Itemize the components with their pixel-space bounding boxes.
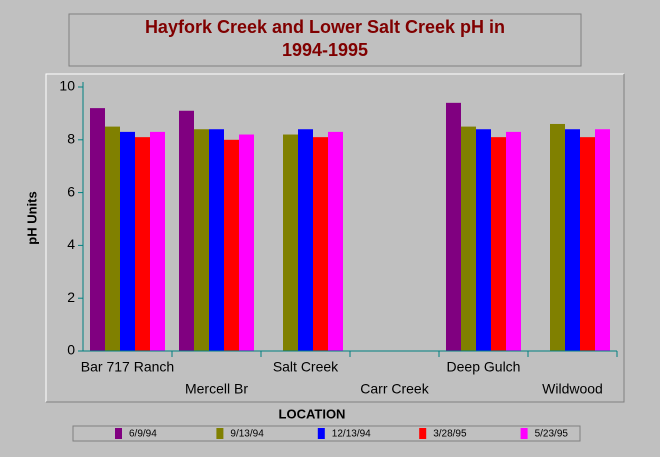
legend-swatch — [520, 428, 528, 439]
bar — [476, 129, 491, 351]
legend-label: 3/28/95 — [433, 429, 467, 440]
plot-frame — [46, 74, 625, 403]
y-tick-label: 2 — [67, 289, 75, 305]
bar — [461, 126, 476, 351]
bar — [150, 131, 165, 351]
bar — [506, 131, 521, 351]
bar — [239, 134, 254, 351]
legend-box — [72, 425, 581, 442]
bar — [209, 129, 224, 351]
x-tick-label: Carr Creek — [360, 381, 429, 397]
legend-label: 6/9/94 — [129, 429, 157, 440]
bar — [283, 134, 298, 351]
x-axis-label: LOCATION — [279, 406, 346, 421]
bar — [313, 137, 328, 351]
x-tick-label: Bar 717 Ranch — [81, 359, 174, 375]
bar — [550, 123, 565, 352]
y-tick-label: 8 — [67, 131, 75, 147]
x-tick-label: Deep Gulch — [447, 359, 521, 375]
legend-swatch — [216, 428, 224, 439]
legend-swatch — [115, 428, 122, 439]
chart-title: 1994-1995 — [282, 40, 368, 60]
legend-label: 9/13/94 — [230, 429, 264, 440]
bar — [298, 129, 313, 351]
legend-swatch — [419, 428, 427, 439]
y-axis-label: pH Units — [24, 191, 39, 244]
legend-label: 12/13/94 — [332, 429, 371, 440]
title-box — [68, 13, 582, 67]
bar — [179, 110, 194, 351]
legend-swatch — [317, 428, 325, 439]
x-tick-label: Wildwood — [542, 381, 603, 397]
x-tick-label: Mercell Br — [185, 381, 248, 397]
bar — [491, 137, 506, 351]
chart-title: Hayfork Creek and Lower Salt Creek pH in — [145, 17, 505, 37]
bar — [135, 137, 150, 351]
bar — [446, 102, 461, 351]
bar — [194, 129, 209, 351]
bar — [224, 139, 239, 351]
x-tick-label: Salt Creek — [273, 359, 339, 375]
y-tick-label: 0 — [67, 342, 75, 358]
bar — [120, 131, 135, 351]
bar — [595, 129, 610, 351]
legend-label: 5/23/95 — [535, 429, 569, 440]
y-tick-label: 10 — [59, 78, 75, 94]
bar — [580, 137, 595, 351]
bar — [105, 126, 120, 351]
bar — [565, 129, 580, 351]
plot-frame — [45, 73, 624, 402]
bar — [328, 131, 343, 351]
y-tick-label: 4 — [67, 236, 75, 252]
bar — [90, 108, 105, 352]
y-tick-label: 6 — [67, 183, 75, 199]
